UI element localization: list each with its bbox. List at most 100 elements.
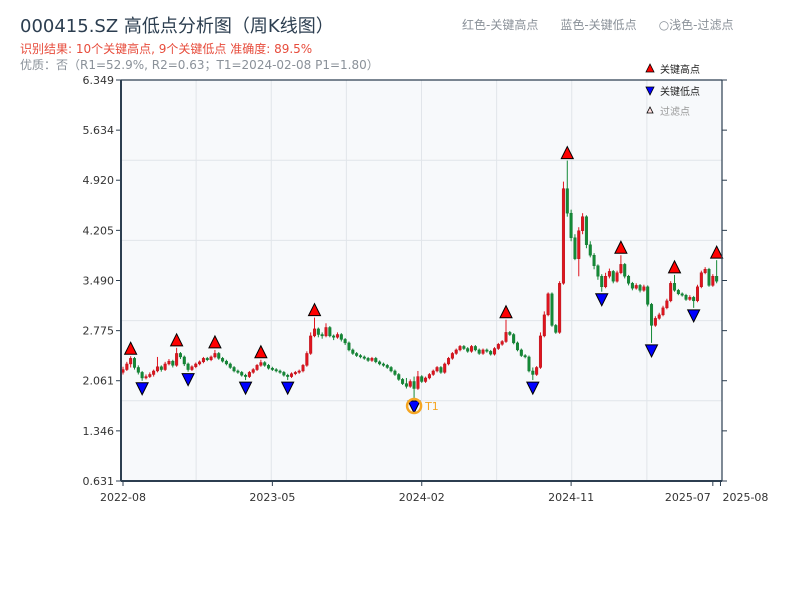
candle-body bbox=[393, 370, 397, 375]
candle-body bbox=[129, 358, 133, 365]
candle-down bbox=[136, 365, 140, 375]
candle-body bbox=[527, 356, 531, 372]
key-high-marker bbox=[499, 304, 513, 319]
candle-down bbox=[236, 369, 240, 374]
candle-body bbox=[217, 353, 221, 359]
chart-title: 000415.SZ 高低点分析图（周K线图） bbox=[20, 16, 334, 37]
candle-body bbox=[167, 360, 171, 365]
candle-down bbox=[343, 338, 347, 346]
candle-down bbox=[512, 333, 516, 345]
candle-up bbox=[447, 356, 451, 366]
y-tick-label: 4.205 bbox=[83, 224, 115, 237]
candle-body bbox=[496, 344, 500, 349]
key-low-marker bbox=[686, 309, 701, 323]
candle-body bbox=[412, 381, 416, 389]
t1-label: T1 bbox=[424, 400, 439, 413]
candle-body bbox=[447, 358, 451, 365]
key-high-marker bbox=[614, 240, 628, 254]
candle-up bbox=[504, 319, 508, 343]
candle-down bbox=[282, 370, 286, 377]
candle-body bbox=[481, 349, 485, 354]
candle-up bbox=[416, 370, 420, 390]
candle-body bbox=[688, 297, 692, 300]
key-low-marker bbox=[135, 382, 149, 396]
candle-body bbox=[454, 349, 458, 354]
candle-down bbox=[680, 292, 684, 297]
candle-down bbox=[439, 366, 443, 374]
candle-body bbox=[473, 346, 477, 351]
candle-up bbox=[558, 281, 562, 334]
candle-down bbox=[132, 356, 136, 370]
candle-up bbox=[190, 365, 194, 371]
candle-down bbox=[508, 330, 512, 336]
candle-body bbox=[699, 272, 703, 288]
candle-up bbox=[251, 368, 255, 374]
candle-up bbox=[293, 370, 297, 376]
candle-body bbox=[477, 349, 481, 354]
candle-body bbox=[493, 348, 497, 355]
candle-down bbox=[221, 356, 225, 363]
candle-up bbox=[408, 379, 412, 388]
candle-body bbox=[381, 363, 385, 366]
candle-body bbox=[538, 335, 542, 368]
candle-body bbox=[358, 355, 362, 358]
candle-body bbox=[240, 372, 244, 376]
candle-body bbox=[558, 283, 562, 333]
candle-up bbox=[450, 352, 454, 360]
candle-body bbox=[209, 356, 213, 360]
candle-up bbox=[198, 360, 202, 366]
candle-down bbox=[389, 366, 393, 373]
grid bbox=[121, 80, 722, 481]
candle-down bbox=[178, 352, 182, 360]
candle-body bbox=[397, 374, 401, 380]
candle-down bbox=[186, 362, 190, 372]
candle-up bbox=[538, 332, 542, 369]
y-tick-label: 2.775 bbox=[83, 325, 115, 338]
candle-up bbox=[370, 356, 374, 362]
key-low-marker bbox=[238, 381, 253, 396]
candle-body bbox=[424, 377, 428, 382]
candle-up bbox=[213, 349, 217, 359]
candle-body bbox=[351, 349, 355, 354]
candle-body bbox=[661, 307, 665, 316]
candle-body bbox=[221, 358, 225, 362]
x-tick-label: 2025-07 bbox=[665, 491, 711, 504]
candle-up bbox=[657, 312, 661, 320]
candle-up bbox=[458, 345, 462, 352]
candle-body bbox=[343, 339, 347, 344]
candle-body bbox=[500, 341, 504, 345]
candle-down bbox=[466, 347, 470, 353]
candle-down bbox=[684, 293, 688, 301]
legend-high-icon bbox=[645, 63, 655, 73]
candle-body bbox=[485, 349, 489, 352]
key-low-marker bbox=[407, 400, 421, 415]
legend-filtered-icon bbox=[646, 106, 654, 114]
candle-body bbox=[657, 314, 661, 319]
candle-body bbox=[171, 360, 175, 366]
candle-body bbox=[565, 188, 569, 214]
y-tick-label: 5.634 bbox=[83, 124, 115, 137]
candle-up bbox=[125, 361, 129, 371]
candle-down bbox=[397, 373, 401, 381]
candle-down bbox=[584, 215, 588, 249]
candle-up bbox=[661, 305, 665, 317]
x-tick-label: 2024-02 bbox=[399, 491, 445, 504]
candle-up bbox=[155, 356, 159, 373]
candle-up bbox=[615, 270, 619, 283]
candle-up bbox=[535, 366, 539, 376]
candle-down bbox=[715, 260, 719, 284]
candle-down bbox=[573, 234, 577, 261]
candle-body bbox=[470, 346, 474, 352]
candle-body bbox=[508, 332, 512, 335]
candle-body bbox=[646, 286, 650, 305]
y-tick-label: 1.346 bbox=[83, 425, 115, 438]
color-note-high: 红色-关键高点 bbox=[462, 18, 539, 32]
candle-body bbox=[378, 361, 382, 365]
candle-body bbox=[512, 334, 516, 344]
candle-body bbox=[607, 271, 611, 277]
candle-body bbox=[404, 383, 408, 387]
candle-body bbox=[596, 265, 600, 277]
candle-down bbox=[263, 361, 267, 367]
candle-up bbox=[481, 348, 485, 355]
